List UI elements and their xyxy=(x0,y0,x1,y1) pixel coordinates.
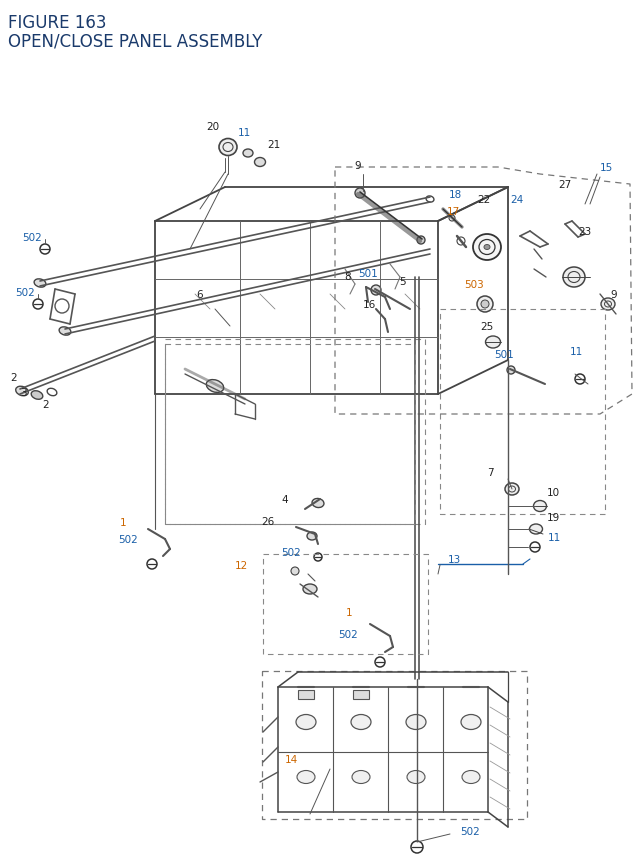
Ellipse shape xyxy=(312,499,324,508)
Text: 2: 2 xyxy=(11,373,17,382)
Text: 18: 18 xyxy=(449,189,462,200)
Ellipse shape xyxy=(243,150,253,158)
Circle shape xyxy=(417,237,425,245)
Ellipse shape xyxy=(31,391,43,400)
Text: 7: 7 xyxy=(488,468,494,478)
Text: FIGURE 163: FIGURE 163 xyxy=(8,14,106,32)
Text: 501: 501 xyxy=(494,350,514,360)
Text: OPEN/CLOSE PANEL ASSEMBLY: OPEN/CLOSE PANEL ASSEMBLY xyxy=(8,32,262,50)
Ellipse shape xyxy=(462,771,480,784)
Circle shape xyxy=(507,367,515,375)
Text: 14: 14 xyxy=(285,754,298,764)
Text: 24: 24 xyxy=(510,195,524,205)
Text: 13: 13 xyxy=(448,554,461,564)
Text: 23: 23 xyxy=(578,226,591,237)
Ellipse shape xyxy=(206,381,224,393)
Text: 11: 11 xyxy=(570,347,583,356)
Text: 503: 503 xyxy=(464,280,484,289)
Ellipse shape xyxy=(219,139,237,157)
Text: 16: 16 xyxy=(362,300,376,310)
Ellipse shape xyxy=(297,771,315,784)
Text: 20: 20 xyxy=(206,122,219,132)
Text: 5: 5 xyxy=(399,276,405,287)
Circle shape xyxy=(291,567,299,575)
Text: 27: 27 xyxy=(558,180,572,189)
Text: 15: 15 xyxy=(600,163,613,173)
Text: 1: 1 xyxy=(346,607,352,617)
Ellipse shape xyxy=(59,327,71,336)
Ellipse shape xyxy=(473,235,501,261)
Text: 8: 8 xyxy=(345,272,351,282)
Text: 6: 6 xyxy=(196,289,204,300)
Ellipse shape xyxy=(255,158,266,167)
Ellipse shape xyxy=(351,715,371,729)
Bar xyxy=(298,691,314,699)
Ellipse shape xyxy=(352,771,370,784)
Ellipse shape xyxy=(407,771,425,784)
Ellipse shape xyxy=(303,585,317,594)
Ellipse shape xyxy=(307,532,317,541)
Ellipse shape xyxy=(529,524,543,535)
Circle shape xyxy=(481,300,489,308)
Ellipse shape xyxy=(484,245,490,251)
Ellipse shape xyxy=(406,715,426,729)
Text: 19: 19 xyxy=(547,512,560,523)
Text: 502: 502 xyxy=(15,288,35,298)
Text: 502: 502 xyxy=(118,535,138,544)
Ellipse shape xyxy=(16,387,28,396)
Text: 9: 9 xyxy=(610,289,616,300)
Text: 25: 25 xyxy=(481,322,493,331)
Bar xyxy=(353,691,369,699)
Text: 1: 1 xyxy=(120,517,126,528)
Text: 17: 17 xyxy=(446,207,460,217)
Text: 11: 11 xyxy=(548,532,561,542)
Ellipse shape xyxy=(461,715,481,729)
Text: 3: 3 xyxy=(20,387,26,398)
Text: 11: 11 xyxy=(238,127,252,138)
Ellipse shape xyxy=(296,715,316,729)
Text: 9: 9 xyxy=(355,161,362,170)
Text: 502: 502 xyxy=(22,232,42,243)
Text: 26: 26 xyxy=(262,517,275,526)
Text: 502: 502 xyxy=(460,826,480,836)
Text: 4: 4 xyxy=(282,494,288,505)
Ellipse shape xyxy=(486,337,500,349)
Text: 12: 12 xyxy=(235,561,248,570)
Ellipse shape xyxy=(534,501,547,512)
Ellipse shape xyxy=(601,299,615,311)
Ellipse shape xyxy=(563,268,585,288)
Circle shape xyxy=(477,297,493,313)
Circle shape xyxy=(371,286,381,295)
Text: 502: 502 xyxy=(281,548,301,557)
Text: 502: 502 xyxy=(338,629,358,639)
Text: 22: 22 xyxy=(477,195,490,205)
Circle shape xyxy=(355,189,365,199)
Ellipse shape xyxy=(505,483,519,495)
Text: 501: 501 xyxy=(358,269,378,279)
Ellipse shape xyxy=(34,280,46,288)
Text: 21: 21 xyxy=(267,139,280,150)
Text: 10: 10 xyxy=(547,487,560,498)
Text: 2: 2 xyxy=(43,400,49,410)
